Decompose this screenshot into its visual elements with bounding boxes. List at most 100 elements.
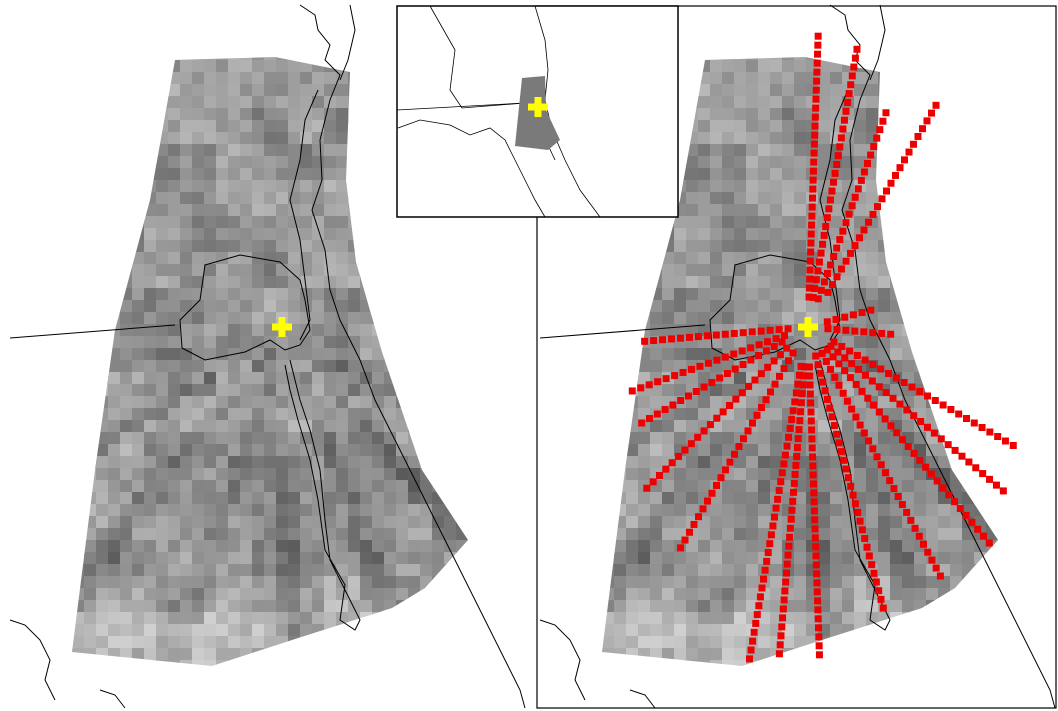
mosaic-cell [986,588,999,601]
mosaic-cell [782,228,795,241]
mosaic-cell [72,552,85,565]
mosaic-cell [408,552,421,565]
mosaic-cell [974,276,987,289]
selected-cell [773,335,780,342]
mosaic-cell [456,636,469,649]
mosaic-cell [60,456,73,469]
mosaic-cell [84,408,97,421]
mosaic-cell [384,48,397,61]
mosaic-cell [168,612,181,625]
mosaic-cell [132,132,145,145]
mosaic-cell [216,408,229,421]
mosaic-cell [264,108,277,121]
mosaic-cell [854,480,867,493]
mosaic-cell [998,648,1011,661]
mosaic-cell [926,612,939,625]
mosaic-cell [228,84,241,97]
mosaic-cell [168,60,181,73]
selected-cell [814,51,821,58]
mosaic-cell [396,276,409,289]
mosaic-cell [998,456,1011,469]
mosaic-cell [794,216,807,229]
selected-cell [780,605,787,612]
mosaic-cell [432,468,445,481]
mosaic-cell [360,168,373,181]
mosaic-cell [264,648,277,661]
mosaic-cell [168,456,181,469]
mosaic-cell [974,348,987,361]
mosaic-cell [638,492,651,505]
selected-cell [776,487,783,494]
mosaic-cell [782,48,795,61]
mosaic-cell [180,120,193,133]
selected-cell [629,387,636,394]
mosaic-cell [722,144,735,157]
mosaic-cell [204,144,217,157]
mosaic-cell [300,84,313,97]
selected-cell [899,501,906,508]
mosaic-cell [746,444,759,457]
mosaic-cell [156,300,169,313]
mosaic-cell [324,600,337,613]
mosaic-cell [144,564,157,577]
selected-cell [852,194,859,201]
mosaic-cell [614,600,627,613]
selected-cell [727,459,734,466]
mosaic-cell [264,564,277,577]
mosaic-cell [216,672,229,685]
selected-cell [779,614,786,621]
mosaic-cell [72,288,85,301]
mosaic-cell [228,240,241,253]
mosaic-cell [420,288,433,301]
mosaic-cell [288,528,301,541]
mosaic-cell [216,312,229,325]
mosaic-cell [120,576,133,589]
selected-cell [890,395,897,402]
mosaic-cell [204,96,217,109]
mosaic-cell [950,540,963,553]
mosaic-cell [252,600,265,613]
selected-cell [807,399,814,406]
mosaic-cell [192,660,205,673]
mosaic-cell [156,108,169,121]
mosaic-cell [144,648,157,661]
mosaic-cell [734,564,747,577]
mosaic-cell [842,516,855,529]
selected-cell [811,285,818,292]
mosaic-cell [372,180,385,193]
selected-cell [783,570,790,577]
mosaic-cell [468,336,481,349]
mosaic-cell [108,432,121,445]
mosaic-cell [276,60,289,73]
mosaic-cell [60,252,73,265]
mosaic-cell [444,324,457,337]
mosaic-cell [986,252,999,265]
mosaic-cell [962,132,975,145]
mosaic-cell [228,480,241,493]
mosaic-cell [782,168,795,181]
mosaic-cell [120,180,133,193]
mosaic-cell [602,216,615,229]
mosaic-cell [108,552,121,565]
mosaic-cell [998,384,1011,397]
mosaic-cell [456,252,469,265]
mosaic-cell [144,552,157,565]
selected-cell [812,123,819,130]
mosaic-cell [650,552,663,565]
mosaic-cell [384,168,397,181]
mosaic-cell [698,168,711,181]
mosaic-cell [986,132,999,145]
selected-cell [835,152,842,159]
mosaic-cell [288,468,301,481]
mosaic-cell [300,240,313,253]
mosaic-cell [614,612,627,625]
mosaic-cell [264,264,277,277]
mosaic-cell [698,84,711,97]
selected-cell [955,411,962,418]
selected-cell [765,549,772,556]
mosaic-cell [902,276,915,289]
mosaic-cell [818,444,831,457]
selected-cell [694,434,701,441]
mosaic-cell [710,300,723,313]
mosaic-cell [288,660,301,673]
